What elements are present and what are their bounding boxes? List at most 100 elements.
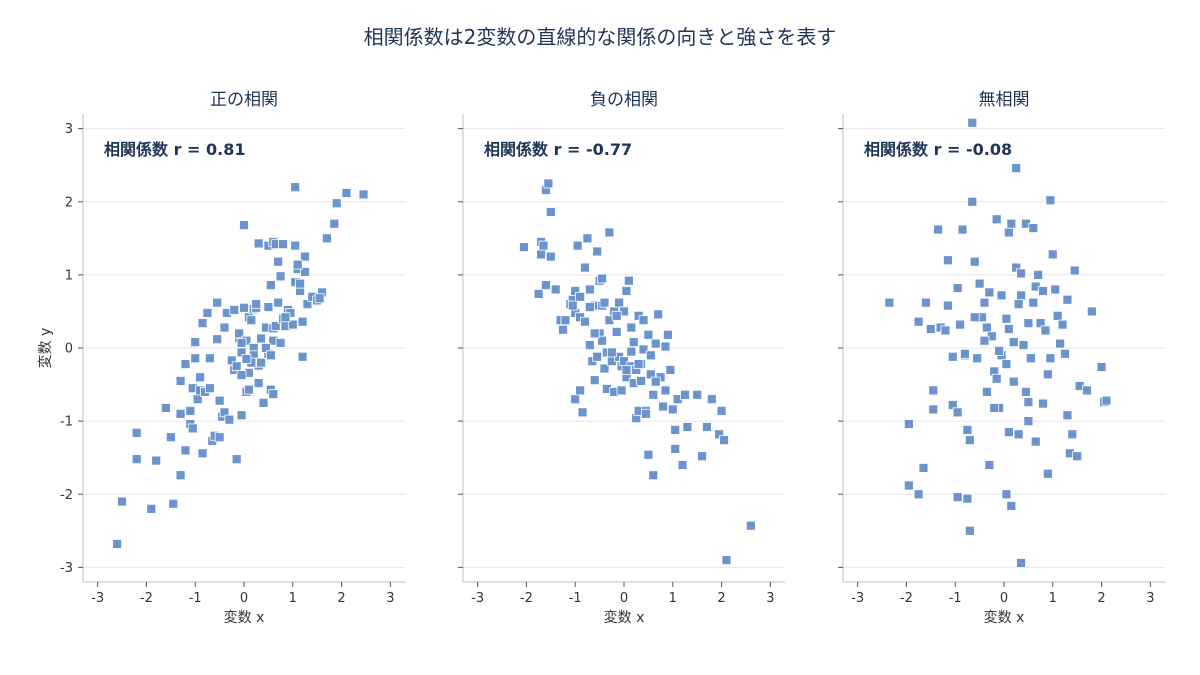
data-point bbox=[329, 218, 340, 229]
data-point bbox=[567, 300, 578, 311]
data-point bbox=[297, 316, 308, 327]
data-point bbox=[280, 312, 291, 323]
data-point bbox=[1023, 318, 1034, 329]
data-point bbox=[251, 299, 262, 310]
data-point bbox=[239, 220, 249, 231]
data-point bbox=[643, 449, 654, 460]
data-point bbox=[180, 359, 191, 369]
data-point bbox=[246, 315, 257, 326]
data-point bbox=[212, 297, 223, 308]
data-point bbox=[745, 520, 756, 531]
data-point bbox=[519, 242, 529, 252]
data-point bbox=[575, 291, 585, 302]
data-point bbox=[175, 470, 186, 481]
data-point bbox=[214, 395, 225, 406]
data-point bbox=[960, 348, 970, 359]
panel-title: 負の相関 bbox=[590, 90, 658, 110]
data-point bbox=[638, 315, 649, 326]
data-point bbox=[1086, 306, 1097, 317]
data-point bbox=[597, 335, 607, 346]
data-point bbox=[903, 480, 914, 491]
data-point bbox=[952, 407, 963, 418]
y-axis-label: 変数 y bbox=[37, 328, 54, 369]
data-point bbox=[716, 405, 727, 416]
data-point bbox=[964, 525, 975, 536]
data-point bbox=[256, 357, 266, 368]
data-point bbox=[168, 498, 179, 509]
data-point bbox=[1047, 249, 1058, 260]
data-point bbox=[942, 255, 953, 266]
data-point bbox=[278, 239, 288, 250]
data-point bbox=[1013, 299, 1024, 310]
data-point bbox=[967, 196, 978, 207]
data-point bbox=[1072, 451, 1083, 462]
data-point bbox=[969, 312, 980, 323]
data-point bbox=[175, 408, 186, 419]
data-point bbox=[982, 386, 992, 397]
data-point bbox=[921, 297, 931, 308]
data-point bbox=[290, 182, 301, 193]
x-tick-label: 1 bbox=[1049, 591, 1057, 606]
data-point bbox=[275, 271, 286, 282]
data-point bbox=[265, 280, 276, 291]
data-point bbox=[1067, 429, 1078, 440]
y-tick-label: 2 bbox=[65, 195, 73, 210]
data-point bbox=[1033, 269, 1044, 280]
data-point bbox=[331, 198, 342, 209]
data-point bbox=[592, 351, 603, 362]
data-point bbox=[1082, 385, 1092, 396]
data-point bbox=[677, 460, 688, 470]
data-point bbox=[234, 328, 245, 339]
data-point bbox=[994, 346, 1005, 356]
data-point bbox=[253, 378, 264, 389]
data-point bbox=[584, 340, 595, 350]
data-point bbox=[589, 375, 600, 386]
y-tick-label: 3 bbox=[65, 122, 73, 137]
data-point bbox=[621, 365, 632, 375]
data-point bbox=[665, 365, 676, 375]
x-tick-label: -2 bbox=[900, 591, 913, 606]
data-point bbox=[243, 384, 254, 395]
data-point bbox=[161, 403, 171, 413]
data-point bbox=[957, 224, 968, 235]
data-point bbox=[580, 262, 590, 273]
figure-title: 相関係数は2変数の直線的な関係の向きと強さを表す bbox=[364, 25, 837, 49]
data-point bbox=[584, 302, 595, 312]
data-point bbox=[197, 318, 208, 329]
data-point bbox=[190, 353, 201, 364]
data-point bbox=[964, 435, 975, 446]
data-point bbox=[597, 273, 607, 284]
data-point bbox=[584, 284, 595, 295]
data-point bbox=[1101, 395, 1112, 406]
correlation-annotation: 相関係数 r = 0.81 bbox=[104, 140, 246, 159]
data-point bbox=[131, 454, 142, 465]
data-point bbox=[197, 448, 208, 459]
data-point bbox=[236, 370, 247, 380]
data-point bbox=[650, 338, 661, 349]
data-point bbox=[1001, 359, 1012, 369]
x-tick-label: 3 bbox=[766, 591, 774, 606]
data-point bbox=[1055, 338, 1066, 349]
data-point bbox=[952, 492, 963, 503]
data-point bbox=[536, 249, 546, 260]
data-point bbox=[1008, 337, 1019, 348]
x-tick-label: -2 bbox=[140, 591, 153, 606]
data-point bbox=[1006, 501, 1017, 511]
data-point bbox=[287, 319, 298, 330]
data-point bbox=[706, 394, 717, 405]
data-point bbox=[1050, 284, 1061, 295]
data-point bbox=[300, 251, 310, 262]
data-point bbox=[212, 334, 223, 345]
data-point bbox=[670, 444, 681, 454]
data-point bbox=[942, 300, 953, 311]
data-point bbox=[979, 297, 990, 308]
data-point bbox=[928, 385, 939, 396]
data-point bbox=[1060, 348, 1070, 359]
x-tick-label: 0 bbox=[620, 591, 628, 606]
data-point bbox=[604, 227, 615, 238]
data-point bbox=[231, 361, 242, 372]
data-point bbox=[253, 238, 264, 249]
data-point bbox=[928, 404, 939, 415]
data-point bbox=[955, 319, 965, 330]
